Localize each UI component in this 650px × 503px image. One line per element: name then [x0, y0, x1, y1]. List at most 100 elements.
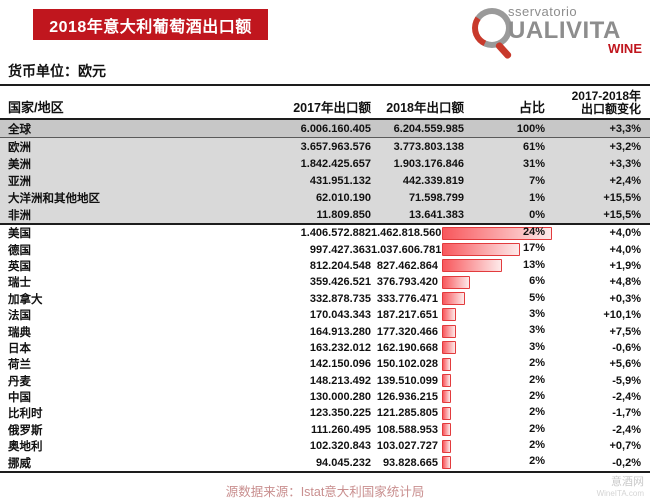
share-value: 17%	[522, 242, 545, 255]
country-name: 挪威	[8, 457, 31, 470]
export-2017-value: 62.010.190	[315, 191, 371, 204]
country-row: 丹麦 148.213.492 139.510.099 2% -5,9%	[0, 372, 650, 389]
change-value: +1,9%	[609, 259, 642, 272]
export-2018-value: 150.102.028	[376, 358, 438, 371]
share-bar-cell: 6%	[438, 274, 545, 290]
export-2017-value: 3.657.963.576	[300, 140, 371, 153]
magnifier-icon	[472, 8, 512, 48]
export-2017-value: 163.232.012	[309, 341, 371, 354]
qualivita-wine-logo: sservatorio UALIVITA WINE	[472, 4, 644, 60]
share-value: 3%	[529, 324, 545, 337]
change-value: +10,1%	[603, 309, 641, 322]
export-2018-value: 126.936.215	[376, 391, 438, 404]
country-row: 奥地利 102.320.843 103.027.727 2% +0,7%	[0, 438, 650, 455]
export-2017-value: 130.000.280	[309, 391, 371, 404]
logo-osservatorio-label: sservatorio	[508, 4, 578, 19]
region-name: 亚洲	[8, 175, 31, 188]
export-2018-value: 177.320.466	[376, 325, 438, 338]
table-header-row: 国家/地区 2017年出口额 2018年出口额 占比 2017-2018年 出口…	[0, 86, 650, 120]
export-2017-value: 102.320.843	[309, 440, 371, 453]
country-row: 中国 130.000.280 126.936.215 2% -2,4%	[0, 388, 650, 406]
share-value: 2%	[529, 389, 545, 402]
share-databar	[442, 275, 470, 289]
region-rows-section: 全球 6.006.160.405 6.204.559.985 100% +3,3% 欧洲 3…	[0, 120, 650, 225]
share-bar-cell: 17%	[438, 241, 545, 257]
export-2018-value: 13.641.383	[408, 208, 464, 221]
change-value: +3,2%	[609, 140, 642, 153]
watermark-url: WineITA.com	[596, 489, 644, 498]
share-value: 2%	[529, 357, 545, 370]
country-name: 比利时	[8, 408, 43, 421]
logo-wine-label: WINE	[608, 41, 642, 56]
share-value: 1%	[529, 191, 545, 204]
share-value: 5%	[529, 291, 545, 304]
export-2018-value: 3.773.803.138	[393, 140, 464, 153]
country-row: 荷兰 142.150.096 150.102.028 2% +5,6%	[0, 356, 650, 373]
export-2018-value: 6.204.559.985	[393, 122, 464, 135]
share-databar	[442, 324, 456, 338]
header-share: 占比	[518, 100, 545, 115]
export-2017-value: 111.260.495	[311, 423, 371, 436]
export-2018-value: 187.217.651	[376, 309, 438, 322]
export-2017-value: 332.878.735	[309, 292, 371, 305]
change-value: -0,6%	[612, 341, 641, 354]
share-bar-cell: 2%	[438, 356, 545, 372]
export-2018-value: 121.285.805	[376, 407, 438, 420]
header-2017-exports: 2017年出口额	[293, 101, 371, 115]
export-2018-value: 1.903.176.846	[393, 157, 464, 170]
country-row: 德国 997.427.363 1.037.606.781 17% +4,0%	[0, 241, 650, 258]
share-bar-cell: 24%	[438, 225, 553, 241]
share-bar-cell: 3%	[438, 340, 545, 356]
change-value: +4,0%	[609, 227, 642, 240]
share-databar	[442, 259, 502, 273]
region-name: 全球	[8, 123, 31, 136]
export-2017-value: 359.426.521	[309, 276, 371, 289]
share-databar	[442, 292, 465, 306]
currency-unit-label: 货币单位：欧元	[8, 63, 106, 79]
share-value: 2%	[529, 455, 545, 468]
country-name: 瑞典	[8, 326, 31, 339]
export-2017-value: 1.842.425.657	[300, 157, 371, 170]
change-value: +7,5%	[609, 325, 642, 338]
export-2017-value: 148.213.492	[309, 374, 371, 387]
export-2018-value: 1.037.606.781	[371, 243, 442, 256]
region-name: 美洲	[8, 158, 31, 171]
share-bar-cell: 2%	[438, 405, 545, 421]
region-name: 大洋洲和其他地区	[8, 192, 100, 205]
region-row: 非洲 11.809.850 13.641.383 0% +15,5%	[0, 206, 650, 223]
logo-qualivita-label: UALIVITA	[508, 17, 621, 44]
share-databar	[442, 406, 452, 420]
share-bar-cell: 2%	[438, 389, 545, 405]
country-row: 日本 163.232.012 162.190.668 3% -0,6%	[0, 339, 650, 357]
export-2017-value: 11.809.850	[316, 208, 371, 221]
header-change: 2017-2018年 出口额变化	[571, 89, 641, 116]
change-value: +4,8%	[609, 276, 642, 289]
change-value: +4,0%	[609, 243, 642, 256]
page-title: 2018年意大利葡萄酒出口额	[49, 18, 252, 36]
watermark-chinese: 意酒网	[611, 476, 644, 488]
change-value: +15,5%	[603, 191, 641, 204]
country-row: 比利时 123.350.225 121.285.805 2% -1,7%	[0, 405, 650, 422]
region-row: 美洲 1.842.425.657 1.903.176.846 31% +3,3%	[0, 155, 650, 172]
region-row: 亚洲 431.951.132 442.339.819 7% +2,4%	[0, 172, 650, 189]
country-name: 荷兰	[8, 359, 31, 372]
country-name: 丹麦	[8, 375, 31, 388]
title-banner: 2018年意大利葡萄酒出口额	[33, 9, 268, 40]
share-databar	[442, 341, 456, 355]
export-2018-value: 93.828.665	[382, 456, 438, 469]
country-row: 挪威 94.045.232 93.828.665 2% -0,2%	[0, 454, 650, 471]
share-value: 2%	[529, 373, 545, 386]
share-bar-cell: 2%	[438, 454, 545, 470]
region-row: 全球 6.006.160.405 6.204.559.985 100% +3,3%	[0, 120, 650, 138]
export-2018-value: 103.027.727	[376, 440, 438, 453]
share-databar	[442, 308, 456, 322]
share-bar-cell: 3%	[438, 307, 545, 323]
share-bar-cell: 13%	[438, 258, 545, 274]
change-value: +3,3%	[609, 157, 642, 170]
export-2018-value: 108.588.953	[376, 423, 438, 436]
share-value: 3%	[529, 307, 545, 320]
share-value: 0%	[529, 208, 545, 221]
share-databar	[442, 390, 452, 404]
country-name: 奥地利	[8, 441, 43, 454]
